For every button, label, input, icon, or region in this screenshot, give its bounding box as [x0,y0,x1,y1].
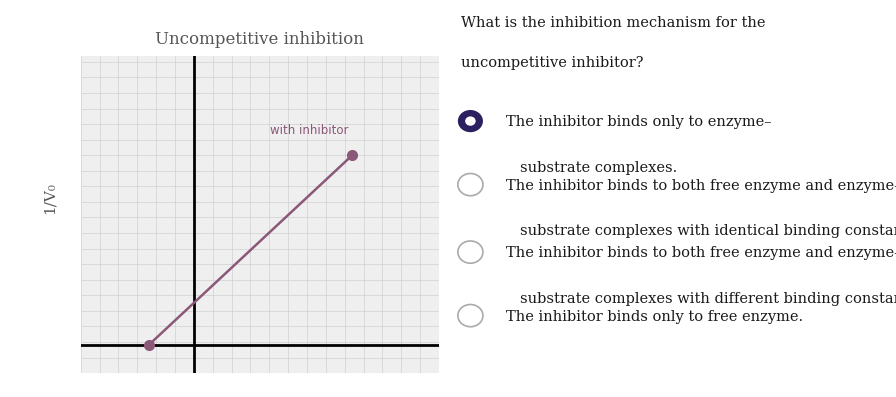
Text: substrate complexes with identical binding constants.: substrate complexes with identical bindi… [520,224,896,238]
Circle shape [458,110,483,132]
Circle shape [465,116,476,126]
Text: uncompetitive inhibitor?: uncompetitive inhibitor? [461,56,644,69]
Circle shape [458,241,483,263]
Circle shape [458,304,483,327]
Text: The inhibitor binds only to enzyme–: The inhibitor binds only to enzyme– [506,115,771,129]
Title: Uncompetitive inhibition: Uncompetitive inhibition [155,31,365,48]
Text: The inhibitor binds only to free enzyme.: The inhibitor binds only to free enzyme. [506,310,804,324]
Text: The inhibitor binds to both free enzyme and enzyme–: The inhibitor binds to both free enzyme … [506,179,896,193]
Text: with inhibitor: with inhibitor [270,123,349,137]
Circle shape [458,173,483,196]
Text: 1/V₀: 1/V₀ [42,183,56,214]
Text: What is the inhibition mechanism for the: What is the inhibition mechanism for the [461,16,766,30]
Text: substrate complexes.: substrate complexes. [520,161,677,175]
Text: The inhibitor binds to both free enzyme and enzyme–: The inhibitor binds to both free enzyme … [506,246,896,260]
Text: substrate complexes with different binding constants.: substrate complexes with different bindi… [520,292,896,306]
